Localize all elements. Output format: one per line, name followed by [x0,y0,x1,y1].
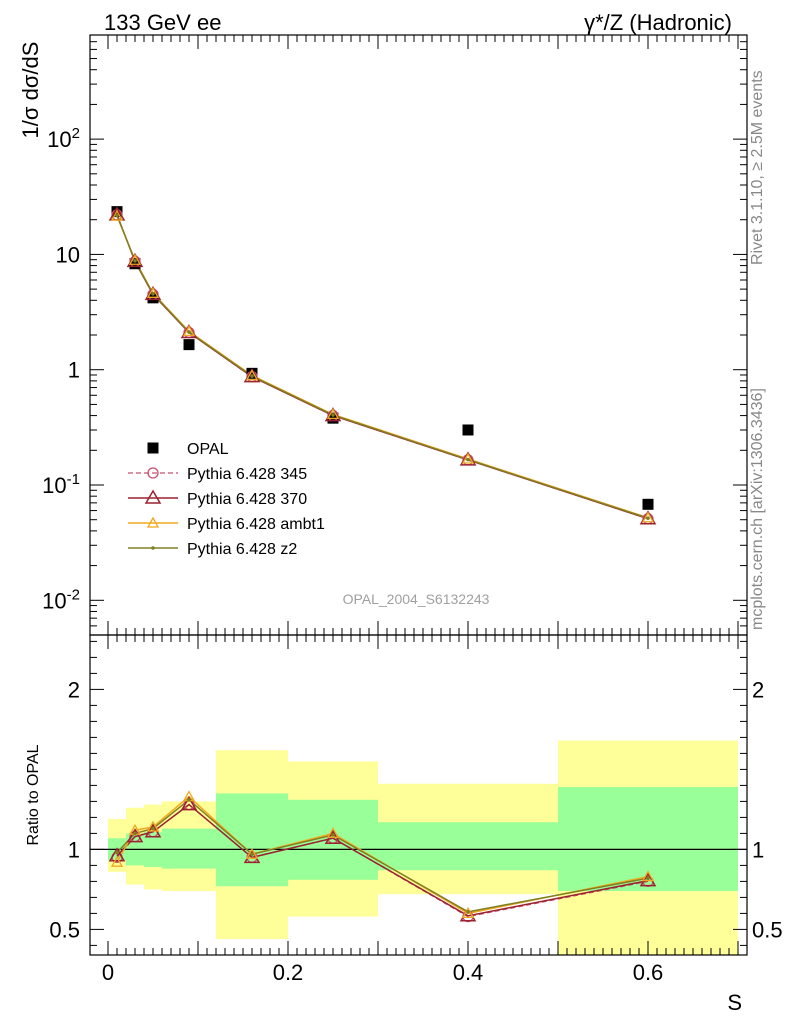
ratio-data-point [151,826,155,831]
main-data-point [466,457,470,462]
rivet-version-label: Rivet 3.1.10, ≥ 2.5M events [749,70,766,265]
main-data-point [182,325,196,337]
ratio-band-green [558,787,738,891]
ratio-data-point [331,833,335,837]
main-y-axis-label: 1/σ dσ/dS [18,42,43,139]
main-data-point [331,413,335,417]
ratio-data-point [245,847,259,859]
main-y-tick-labels: 10-2 10-1 1 10 102 [42,125,80,613]
ratio-data-point [326,827,340,839]
ratio-y-tick-label: 0.5 [49,917,80,942]
main-data-point [115,213,119,218]
x-axis-label: S [727,990,742,1015]
main-data-point [462,424,474,436]
ratio-data-point [108,847,126,862]
ratio-y-tick-label: 1 [68,837,80,862]
ratio-data-point [641,870,655,882]
ratio-data-point [187,798,191,802]
ratio-data-point [646,876,650,880]
legend: OPAL Pythia 6.428 345 Pythia 6.428 370 Pyth… [128,441,325,558]
main-data-point [646,516,650,521]
main-data-point [461,452,475,464]
main-data-point [128,253,142,265]
ratio-data-point [180,796,198,811]
ratio-y-tick-label: 2 [68,677,80,702]
ratio-y-axis-label: Ratio to OPAL [25,744,42,845]
y-tick-label: 10-1 [42,471,80,498]
main-data-point [183,339,195,351]
ratio-band-green [378,822,558,871]
header-right-title: γ*/Z (Hadronic) [584,10,732,35]
ratio-y-tick-label-right: 2 [752,677,764,702]
legend-marker [146,516,160,528]
y-tick-label: 1 [68,358,80,383]
ratio-y-tick-label-right: 0.5 [752,917,783,942]
ratio-panel: 0.5 0.5 1 1 2 2 0 0.2 0.4 0.6 Ratio to OPAL S [25,634,783,1015]
main-series-markers [108,206,657,525]
ratio-band-green [162,828,216,869]
main-data-point [146,286,160,298]
legend-marker [151,546,155,550]
analysis-watermark: OPAL_2004_S6132243 [343,591,490,607]
legend-label: OPAL [187,441,229,458]
ratio-axis-ticks [90,635,747,955]
main-data-point [641,511,655,523]
y-tick-label: 10-2 [42,586,80,613]
main-data-point [250,374,254,378]
ratio-y-tick-label-right: 1 [752,837,764,862]
main-data-point [326,408,340,420]
y-tick-label: 10 [56,242,80,267]
x-tick-label: 0.4 [453,960,484,985]
x-tick-label: 0.2 [273,960,304,985]
legend-label: Pythia 6.428 ambt1 [187,516,325,533]
ratio-uncertainty-bands [108,740,738,955]
legend-marker [147,442,159,454]
main-data-point [642,498,654,510]
ratio-plot-frame [89,634,748,956]
legend-marker [147,467,159,479]
main-data-point [245,369,259,381]
x-tick-label: 0.6 [633,960,664,985]
ratio-data-point [146,820,160,832]
main-data-point [459,451,477,466]
ratio-data-point [250,852,254,856]
main-axis-ticks [90,34,747,636]
mcplots-reference-label: mcplots.cern.ch [arXiv:1306.3436] [749,388,766,630]
main-panel: 10-2 10-1 1 10 102 1/σ dσ/dS OPAL_2004_S6132… [18,34,748,636]
ratio-tick-labels: 0.5 0.5 1 1 2 2 0 0.2 0.4 0.6 [49,677,782,985]
main-data-point [110,209,124,221]
ratio-series-markers [108,790,657,923]
legend-label: Pythia 6.428 345 [187,466,307,483]
header-left-title: 133 GeV ee [104,10,221,35]
ratio-data-point [115,850,119,855]
ratio-data-point [461,907,475,919]
legend-label: Pythia 6.428 z2 [187,541,297,558]
ratio-data-point [133,831,137,836]
ratio-data-point [466,910,470,914]
main-data-point [151,292,155,296]
ratio-data-point [110,855,124,867]
ratio-band-green [288,799,378,880]
ratio-data-point [126,828,144,843]
x-tick-label: 0 [102,960,114,985]
main-data-point [187,330,191,334]
legend-marker [144,489,162,504]
y-tick-label: 102 [47,125,80,152]
legend-label: Pythia 6.428 370 [187,491,307,508]
ratio-band-green [216,793,288,887]
main-data-point [133,259,137,263]
ratio-data-point [639,872,657,887]
main-data-point [246,367,258,379]
